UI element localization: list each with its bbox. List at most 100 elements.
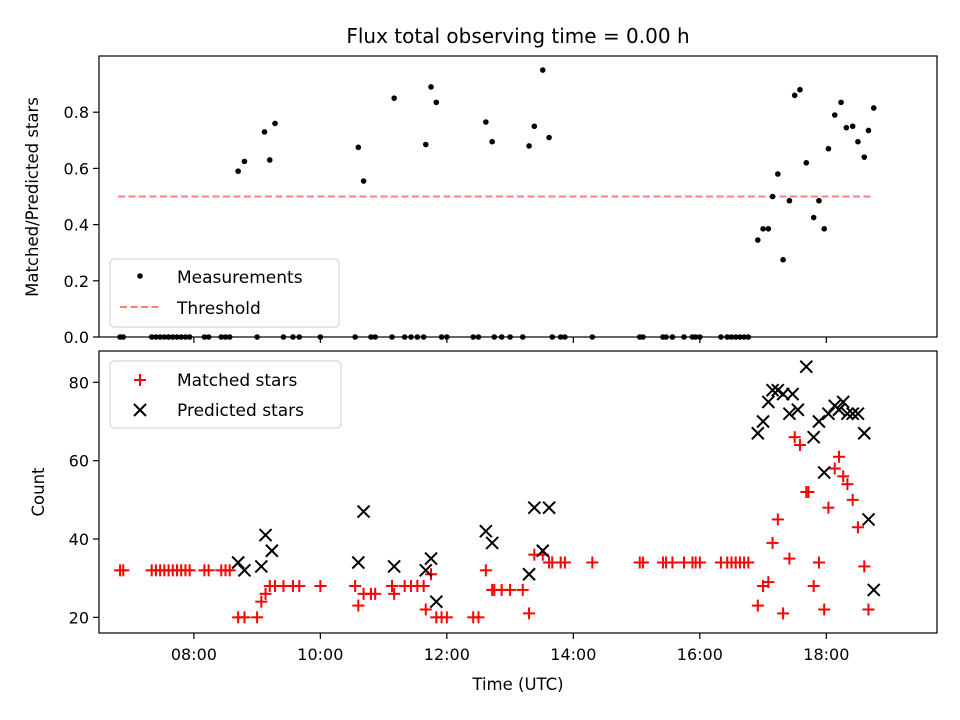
predicted-star-point xyxy=(536,544,550,558)
predicted-star-point xyxy=(419,563,433,578)
matched-star-point xyxy=(777,607,790,620)
matched-star-point xyxy=(766,536,779,549)
matched-star-point xyxy=(251,611,264,624)
predicted-star-point xyxy=(845,406,860,421)
matched-star-point xyxy=(858,560,871,573)
measurement-point xyxy=(266,157,273,163)
predicted-star-point xyxy=(351,555,366,570)
matched-star-point xyxy=(419,603,432,616)
predicted-star-point xyxy=(258,528,273,542)
matched-star-point xyxy=(238,611,251,624)
count-y-axis-label: Count xyxy=(29,467,48,517)
matched-star-point xyxy=(586,556,599,569)
legend-measurements-marker xyxy=(137,273,143,279)
matched-star-point xyxy=(851,521,864,534)
measurement-point xyxy=(849,123,856,130)
matched-star-point xyxy=(255,595,268,608)
ratio-y-axis-label: Matched/Predicted stars xyxy=(23,97,42,297)
predicted-star-point xyxy=(751,426,765,440)
measurement-point xyxy=(539,67,546,73)
count-plot-frame xyxy=(98,350,938,634)
matched-star-point xyxy=(440,611,453,624)
matched-star-point xyxy=(259,587,272,600)
count-x-tick-label: 18:00 xyxy=(803,645,849,664)
legend-matched-label: Matched stars xyxy=(177,371,297,391)
predicted-star-point xyxy=(832,403,846,417)
measurement-point xyxy=(235,168,241,175)
matched-star-point xyxy=(202,564,215,577)
measurement-point xyxy=(821,226,828,232)
legend-threshold-label: Threshold xyxy=(176,299,261,319)
predicted-star-point xyxy=(836,395,850,409)
x-axis-label: Time (UTC) xyxy=(471,675,563,694)
count-legend: Matched stars Predicted stars xyxy=(109,360,342,429)
matched-star-point xyxy=(837,470,850,483)
measurement-point xyxy=(865,127,872,134)
count-x-tick-label: 08:00 xyxy=(171,645,217,664)
predicted-star-point xyxy=(485,536,499,550)
ratio-legend: Measurements Threshold xyxy=(109,258,340,328)
measurement-point xyxy=(531,123,538,130)
matched-star-point xyxy=(812,556,825,569)
matched-star-point xyxy=(841,478,854,491)
count-y-tick-label: 60 xyxy=(69,452,89,471)
ratio-x-ticks xyxy=(193,337,827,343)
predicted-star-point xyxy=(806,430,821,444)
figure-title: Flux total observing time = 0.00 h xyxy=(346,24,689,48)
measurement-point xyxy=(861,154,868,160)
measurement-point xyxy=(433,99,440,106)
count-x-tick-label: 10:00 xyxy=(297,645,343,664)
matched-star-point xyxy=(314,580,327,592)
ratio-plot-frame xyxy=(98,55,938,338)
matched-star-point xyxy=(183,564,196,577)
predicted-star-point xyxy=(429,594,444,609)
legend-predicted-marker xyxy=(133,403,147,417)
measurement-point xyxy=(422,141,429,148)
matched-star-point xyxy=(472,611,485,624)
legend-measurements-label: Measurements xyxy=(177,268,303,288)
matched-star-point xyxy=(386,580,399,592)
measurement-point xyxy=(760,226,766,232)
predicted-star-point xyxy=(791,403,805,417)
matched-star-point xyxy=(558,556,571,569)
matched-star-point xyxy=(793,439,806,451)
ratio-y-tick-label: 0.2 xyxy=(64,272,89,291)
ratio-y-tick-label: 0.0 xyxy=(64,328,89,347)
predicted-star-point xyxy=(765,383,780,397)
predicted-star-point xyxy=(782,406,797,421)
matched-star-point xyxy=(352,599,365,612)
predicted-star-point xyxy=(527,500,542,515)
matched-star-point xyxy=(523,607,536,620)
predicted-star-point xyxy=(479,524,493,538)
measurement-point xyxy=(797,86,803,93)
matched-star-point xyxy=(516,583,529,596)
matched-star-point xyxy=(771,513,784,526)
measurement-point xyxy=(272,120,278,127)
matched-star-point xyxy=(807,580,820,592)
count-x-tick-label: 12:00 xyxy=(424,645,470,664)
ratio-legend-box xyxy=(109,258,340,328)
matched-star-point xyxy=(862,603,875,616)
predicted-star-point xyxy=(857,426,871,440)
predicted-star-point xyxy=(776,387,790,401)
predicted-star-point xyxy=(522,567,536,581)
measurement-point xyxy=(355,144,362,151)
measurement-point xyxy=(843,124,850,131)
legend-predicted-label: Predicted stars xyxy=(177,401,304,421)
measurement-point xyxy=(428,84,434,90)
matched-star-point xyxy=(666,556,679,569)
count-x-tick-label: 14:00 xyxy=(550,645,596,664)
predicted-star-point xyxy=(799,359,814,374)
measurement-point xyxy=(855,138,861,145)
predicted-star-point xyxy=(424,551,438,566)
count-y-ticks: 20 40 60 80 xyxy=(69,373,99,627)
predicted-star-point xyxy=(840,406,855,421)
predicted-star-point xyxy=(867,583,881,597)
matched-star-point xyxy=(822,501,835,514)
measurement-point xyxy=(780,256,786,263)
measurement-point xyxy=(810,214,817,221)
predicted-star-point xyxy=(756,414,770,429)
matched-star-point xyxy=(369,587,382,600)
